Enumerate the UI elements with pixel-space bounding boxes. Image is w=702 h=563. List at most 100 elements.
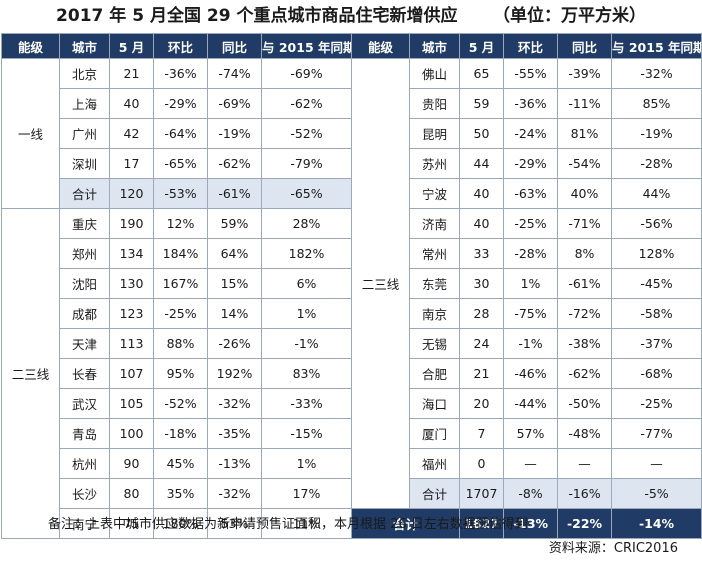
cell-vs-2015: -68% [611, 358, 702, 389]
cell-vs-2015: -77% [611, 418, 702, 449]
cell-yoy: -11% [557, 88, 612, 119]
table-row: 杭州 90 45% -13% 1% 福州 0— — — [2, 448, 702, 479]
cell-vs-2015: -19% [611, 118, 702, 149]
cell-city: 东莞 [409, 268, 460, 299]
cell-may: 33 [459, 238, 504, 269]
cell-mom: -1% [503, 328, 558, 359]
cell-yoy: -74% [207, 58, 262, 89]
cell-yoy: -71% [557, 208, 612, 239]
table-row: 深圳 17 -65% -62% -79% 苏州 44 -29% -54% -28% [2, 148, 702, 179]
cell-may: 44 [459, 148, 504, 179]
cell-mom: -18% [153, 418, 208, 449]
cell-mom: -65% [153, 148, 208, 179]
cell-city: 昆明 [409, 118, 460, 149]
cell-vs-2015: -65% [261, 178, 352, 209]
header-yoy: 同比 [207, 33, 262, 59]
source-note: 资料来源：CRIC2016 [548, 541, 678, 556]
header-level: 能级 [351, 33, 410, 59]
cell-vs-2015: -28% [611, 148, 702, 179]
cell-vs-2015: 85% [611, 88, 702, 119]
footnote: 备注：上表中城市供应数据为新申请预售证面积，本月根据 26 日左右数据预估得到 [48, 517, 528, 532]
cell-city: 长春 [59, 358, 110, 389]
cell-city: 长沙 [59, 478, 110, 509]
cell-city: 海口 [409, 388, 460, 419]
cell-mom: 57% [503, 418, 558, 449]
cell-vs-2015: -79% [261, 148, 352, 179]
level-label: 二三线 [1, 208, 60, 539]
cell-yoy: — [557, 448, 612, 479]
cell-may: 24 [459, 328, 504, 359]
cell-yoy: -72% [557, 298, 612, 329]
cell-city: 南京 [409, 298, 460, 329]
cell-city: 郑州 [59, 238, 110, 269]
cell-city: 武汉 [59, 388, 110, 419]
cell-city: 贵阳 [409, 88, 460, 119]
cell-may: 113 [109, 328, 154, 359]
cell-mom: -55% [503, 58, 558, 89]
cell-vs-2015: -58% [611, 298, 702, 329]
cell-may: 59 [459, 88, 504, 119]
cell-mom: -29% [153, 88, 208, 119]
cell-mom: -36% [503, 88, 558, 119]
cell-city: 合计 [409, 478, 460, 509]
cell-mom: 35% [153, 478, 208, 509]
cell-vs-2015: -1% [261, 328, 352, 359]
cell-may: 107 [109, 358, 154, 389]
cell-yoy: 59% [207, 208, 262, 239]
cell-yoy: 8% [557, 238, 612, 269]
cell-city: 宁波 [409, 178, 460, 209]
cell-vs-2015: 83% [261, 358, 352, 389]
cell-mom: -28% [503, 238, 558, 269]
cell-may: 50 [459, 118, 504, 149]
cell-may: 40 [459, 178, 504, 209]
cell-city: 南宁 [59, 508, 110, 539]
table-row: 合计 120 -53% -61% -65% 宁波 40 -63% 40% 44% [2, 178, 702, 209]
cell-vs-2015: -69% [261, 58, 352, 89]
cell-city: 苏州 [409, 148, 460, 179]
cell-mom: 1% [503, 268, 558, 299]
cell-mom: -64% [153, 118, 208, 149]
cell-yoy: 14% [207, 298, 262, 329]
table-row: 沈阳 130 167% 15% 6% 东莞 30 1% -61% -45% [2, 268, 702, 299]
cell-may: 65 [459, 58, 504, 89]
cell-yoy: -54% [557, 148, 612, 179]
cell-mom: 12% [153, 208, 208, 239]
level-label: 二三线 [351, 58, 410, 509]
cell-city: 深圳 [59, 148, 110, 179]
cell-vs-2015: -56% [611, 208, 702, 239]
table-row: 长沙 80 35% -32% 17% 合计 1707 -8% -16% -5% [2, 478, 702, 509]
cell-mom: 88% [153, 328, 208, 359]
cell-city: 成都 [59, 298, 110, 329]
table-row: 上海 40 -29% -69% -62% 贵阳 59 -36% -11% 85% [2, 88, 702, 119]
cell-yoy: -39% [557, 58, 612, 89]
cell-city: 沈阳 [59, 268, 110, 299]
cell-mom: — [503, 448, 558, 479]
cell-vs-2015: -32% [611, 58, 702, 89]
cell-mom: -8% [503, 478, 558, 509]
cell-mom: -52% [153, 388, 208, 419]
cell-yoy: -32% [207, 388, 262, 419]
cell-yoy: -19% [207, 118, 262, 149]
table-row: 青岛 100 -18% -35% -15% 厦门 7 57% -48% -77% [2, 418, 702, 449]
cell-mom: 167% [153, 268, 208, 299]
cell-mom: 45% [153, 448, 208, 479]
cell-yoy: -16% [557, 478, 612, 509]
cell-yoy: -61% [207, 178, 262, 209]
table-row: 南宁 75 180% 53% 11% 合计 1827 -13% -22% -14% [2, 508, 702, 539]
cell-vs-2015: -45% [611, 268, 702, 299]
cell-vs-2015: 1% [261, 298, 352, 329]
table-body: 一线 北京 21 -36% -74% -69% 二三线 佛山 65 -55% -39% -32% 上海 4… [1, 58, 702, 539]
cell-vs-2015: 6% [261, 268, 352, 299]
cell-vs-2015: -37% [611, 328, 702, 359]
cell-may: 42 [109, 118, 154, 149]
cell-may: 28 [459, 298, 504, 329]
cell-yoy: -50% [557, 388, 612, 419]
cell-vs-2015: 44% [611, 178, 702, 209]
cell-city: 青岛 [59, 418, 110, 449]
grand-total-may: 1827 [459, 508, 504, 539]
cell-city: 合肥 [409, 358, 460, 389]
header-may: 5 月 [459, 33, 504, 59]
cell-mom: -75% [503, 298, 558, 329]
table-row: 天津 113 88% -26% -1% 无锡 24 -1% -38% -37% [2, 328, 702, 359]
cell-may: 105 [109, 388, 154, 419]
